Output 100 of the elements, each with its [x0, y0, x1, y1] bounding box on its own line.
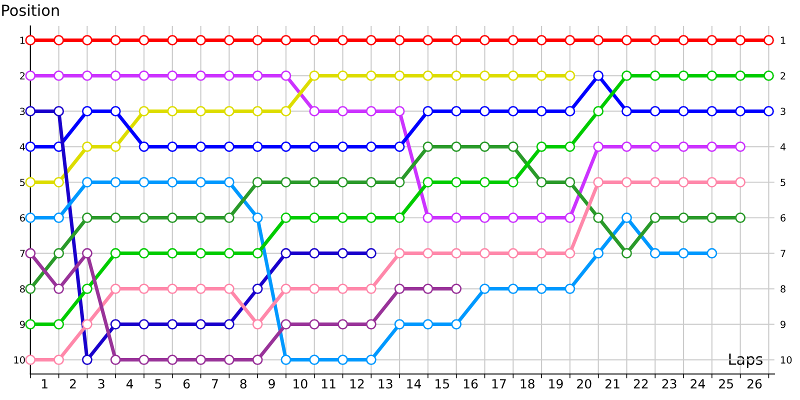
- point: [706, 106, 718, 116]
- point: [678, 70, 689, 81]
- point: [480, 106, 490, 116]
- point: [508, 142, 518, 152]
- point: [138, 248, 150, 258]
- point: [706, 177, 718, 188]
- point: [735, 177, 746, 188]
- point: [622, 142, 632, 152]
- point: [309, 212, 320, 223]
- point: [593, 34, 604, 46]
- point: [735, 106, 746, 116]
- point: [650, 70, 660, 81]
- point: [54, 177, 64, 188]
- x-axis-title: Laps: [729, 354, 762, 368]
- point: [480, 212, 490, 223]
- point: [338, 248, 348, 258]
- point: [138, 142, 150, 152]
- x-tick-label: 13: [378, 379, 392, 389]
- point: [422, 106, 434, 116]
- point: [422, 319, 434, 330]
- point: [451, 212, 462, 223]
- point: [564, 284, 576, 294]
- point: [110, 212, 121, 223]
- point: [167, 284, 178, 294]
- point: [366, 212, 376, 223]
- point: [650, 248, 660, 258]
- point: [564, 106, 576, 116]
- point: [54, 284, 64, 294]
- y2-tick-label: 8: [780, 285, 786, 293]
- point: [224, 248, 234, 258]
- point: [451, 106, 462, 116]
- y2-tick-label: 9: [780, 320, 786, 328]
- point: [110, 106, 121, 116]
- point: [678, 34, 689, 46]
- point: [480, 284, 490, 294]
- point: [394, 106, 405, 116]
- point: [280, 354, 292, 366]
- point: [508, 34, 518, 46]
- point: [252, 106, 263, 116]
- point: [252, 319, 263, 330]
- point: [338, 284, 348, 294]
- x-tick-label: 7: [212, 379, 218, 388]
- point: [366, 70, 376, 81]
- point: [366, 142, 376, 152]
- x-tick-label: 4: [126, 379, 134, 388]
- y2-tick-label: 2: [780, 72, 786, 80]
- point: [25, 354, 36, 366]
- x-tick-label: 11: [322, 379, 336, 388]
- point: [167, 70, 178, 81]
- point: [196, 70, 206, 81]
- x-tick-label: 8: [240, 379, 246, 389]
- point: [338, 177, 348, 188]
- point: [138, 212, 150, 223]
- point: [82, 319, 92, 330]
- point: [678, 248, 689, 258]
- point: [394, 142, 405, 152]
- point: [82, 142, 92, 152]
- point: [82, 34, 92, 46]
- point: [196, 142, 206, 152]
- point: [338, 354, 348, 366]
- point: [54, 319, 64, 330]
- point: [252, 284, 263, 294]
- point: [593, 248, 604, 258]
- point: [735, 70, 746, 81]
- point: [252, 142, 263, 152]
- point: [196, 212, 206, 223]
- point: [309, 354, 320, 366]
- point: [622, 248, 632, 258]
- point: [196, 319, 206, 330]
- point: [394, 212, 405, 223]
- point: [167, 142, 178, 152]
- point: [82, 70, 92, 81]
- point: [224, 177, 234, 188]
- x-tick-label: 21: [606, 379, 620, 388]
- point: [480, 70, 490, 81]
- point: [196, 284, 206, 294]
- point: [25, 106, 36, 116]
- point: [167, 177, 178, 188]
- point: [280, 319, 292, 330]
- point: [366, 106, 376, 116]
- point: [593, 70, 604, 81]
- point: [82, 284, 92, 294]
- point: [167, 106, 178, 116]
- point: [536, 284, 547, 294]
- point: [366, 248, 376, 258]
- point: [593, 177, 604, 188]
- point: [196, 248, 206, 258]
- x-tick-label: 18: [520, 379, 534, 389]
- x-tick-label: 25: [719, 379, 733, 389]
- point: [138, 354, 150, 366]
- point: [54, 70, 64, 81]
- point: [422, 248, 434, 258]
- x-tick-label: 24: [690, 379, 705, 388]
- point: [25, 319, 36, 330]
- point: [138, 319, 150, 330]
- point: [622, 177, 632, 188]
- x-tick-label: 23: [662, 379, 676, 389]
- x-tick-label: 14: [407, 379, 422, 388]
- point: [536, 248, 547, 258]
- point: [110, 177, 121, 188]
